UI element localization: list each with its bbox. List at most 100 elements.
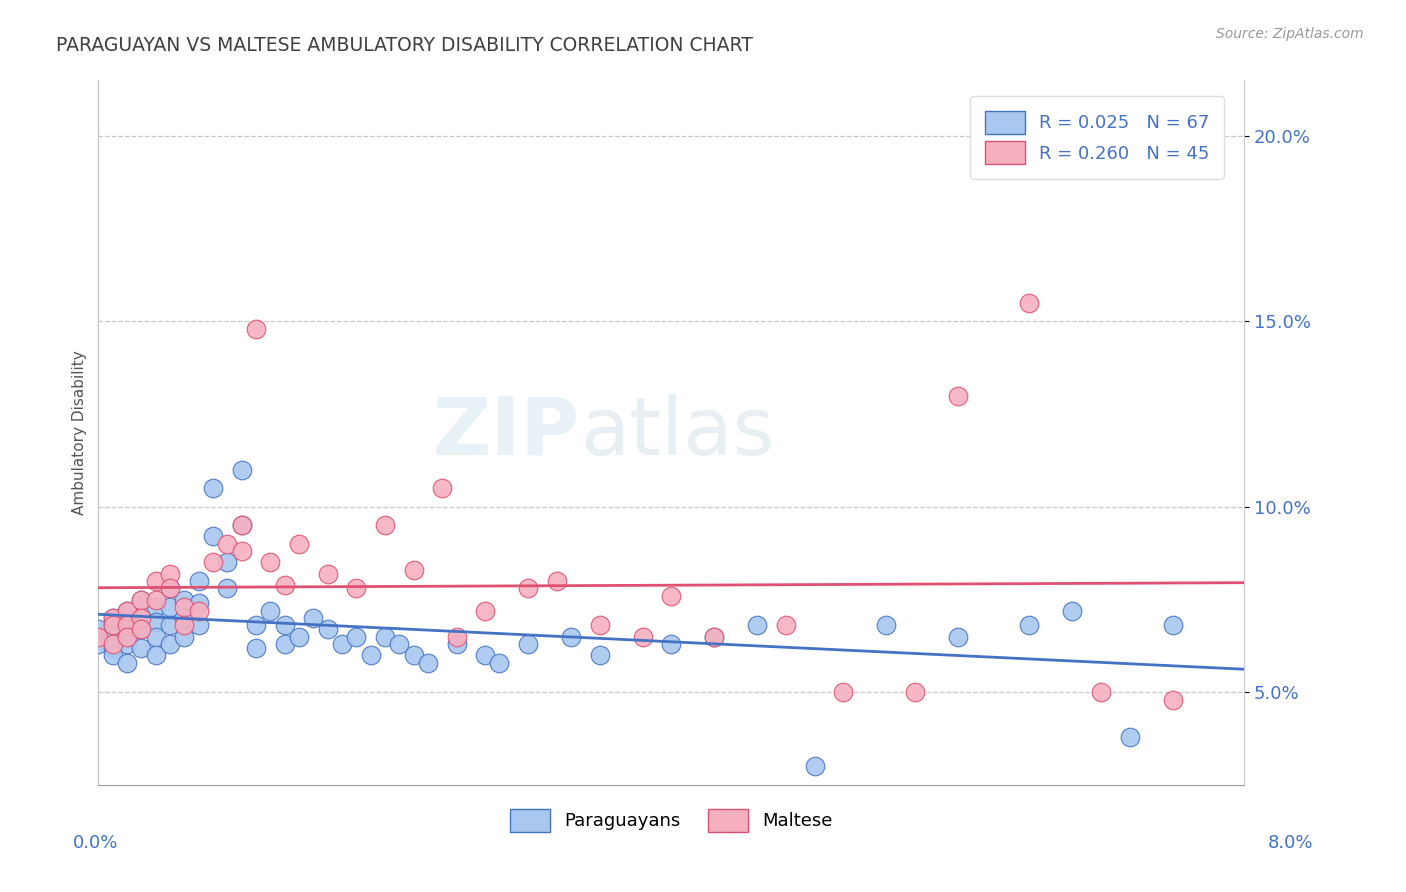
Point — [231, 518, 253, 533]
Point — [344, 630, 367, 644]
Point — [273, 637, 295, 651]
Point — [273, 618, 295, 632]
Point — [87, 637, 110, 651]
Point — [159, 599, 181, 614]
Point — [101, 648, 124, 662]
Point — [101, 630, 124, 644]
Point — [374, 518, 396, 533]
Point — [231, 463, 253, 477]
Point — [388, 637, 411, 651]
Point — [946, 630, 969, 644]
Point — [316, 622, 339, 636]
Point — [273, 577, 295, 591]
Point — [1018, 295, 1040, 310]
Point — [173, 611, 195, 625]
Point — [115, 630, 138, 644]
Point — [115, 604, 138, 618]
Point — [1018, 618, 1040, 632]
Point — [517, 637, 540, 651]
Point — [560, 630, 582, 644]
Point — [302, 611, 325, 625]
Point — [231, 544, 253, 558]
Point — [446, 630, 468, 644]
Point — [131, 640, 153, 655]
Point — [231, 518, 253, 533]
Point — [145, 630, 167, 644]
Point — [775, 618, 797, 632]
Point — [131, 611, 153, 625]
Point — [259, 604, 281, 618]
Legend: Paraguayans, Maltese: Paraguayans, Maltese — [503, 802, 839, 839]
Y-axis label: Ambulatory Disability: Ambulatory Disability — [72, 351, 87, 515]
Point — [101, 618, 124, 632]
Point — [173, 630, 195, 644]
Point — [344, 582, 367, 596]
Point — [145, 599, 167, 614]
Point — [101, 618, 124, 632]
Point — [131, 611, 153, 625]
Point — [159, 637, 181, 651]
Point — [115, 618, 138, 632]
Point — [330, 637, 353, 651]
Point — [316, 566, 339, 581]
Point — [217, 556, 239, 570]
Point — [904, 685, 927, 699]
Point — [1062, 604, 1084, 618]
Point — [360, 648, 382, 662]
Point — [1090, 685, 1112, 699]
Point — [245, 618, 267, 632]
Point — [1118, 730, 1140, 744]
Point — [202, 481, 225, 495]
Point — [173, 618, 195, 632]
Point — [159, 618, 181, 632]
Point — [402, 563, 425, 577]
Point — [173, 599, 195, 614]
Point — [145, 615, 167, 629]
Point — [87, 622, 110, 636]
Point — [747, 618, 769, 632]
Point — [517, 582, 540, 596]
Point — [288, 630, 311, 644]
Point — [703, 630, 725, 644]
Point — [159, 582, 181, 596]
Point — [101, 611, 124, 625]
Text: 0.0%: 0.0% — [73, 834, 118, 852]
Point — [202, 556, 225, 570]
Point — [87, 630, 110, 644]
Text: PARAGUAYAN VS MALTESE AMBULATORY DISABILITY CORRELATION CHART: PARAGUAYAN VS MALTESE AMBULATORY DISABIL… — [56, 36, 754, 54]
Point — [1161, 618, 1184, 632]
Point — [131, 592, 153, 607]
Point — [115, 618, 138, 632]
Point — [101, 611, 124, 625]
Point — [488, 656, 510, 670]
Point — [187, 618, 209, 632]
Point — [159, 582, 181, 596]
Point — [101, 637, 124, 651]
Point — [159, 566, 181, 581]
Point — [589, 618, 612, 632]
Point — [115, 637, 138, 651]
Point — [187, 604, 209, 618]
Point — [374, 630, 396, 644]
Point — [546, 574, 568, 588]
Point — [416, 656, 439, 670]
Point — [474, 604, 496, 618]
Point — [832, 685, 855, 699]
Point — [402, 648, 425, 662]
Point — [288, 537, 311, 551]
Point — [131, 622, 153, 636]
Point — [115, 604, 138, 618]
Point — [803, 759, 825, 773]
Point — [259, 556, 281, 570]
Text: atlas: atlas — [579, 393, 775, 472]
Point — [217, 582, 239, 596]
Point — [946, 388, 969, 402]
Point — [131, 622, 153, 636]
Point — [631, 630, 654, 644]
Point — [661, 637, 683, 651]
Point — [145, 648, 167, 662]
Text: 8.0%: 8.0% — [1268, 834, 1313, 852]
Point — [245, 322, 267, 336]
Point — [202, 529, 225, 543]
Point — [1161, 692, 1184, 706]
